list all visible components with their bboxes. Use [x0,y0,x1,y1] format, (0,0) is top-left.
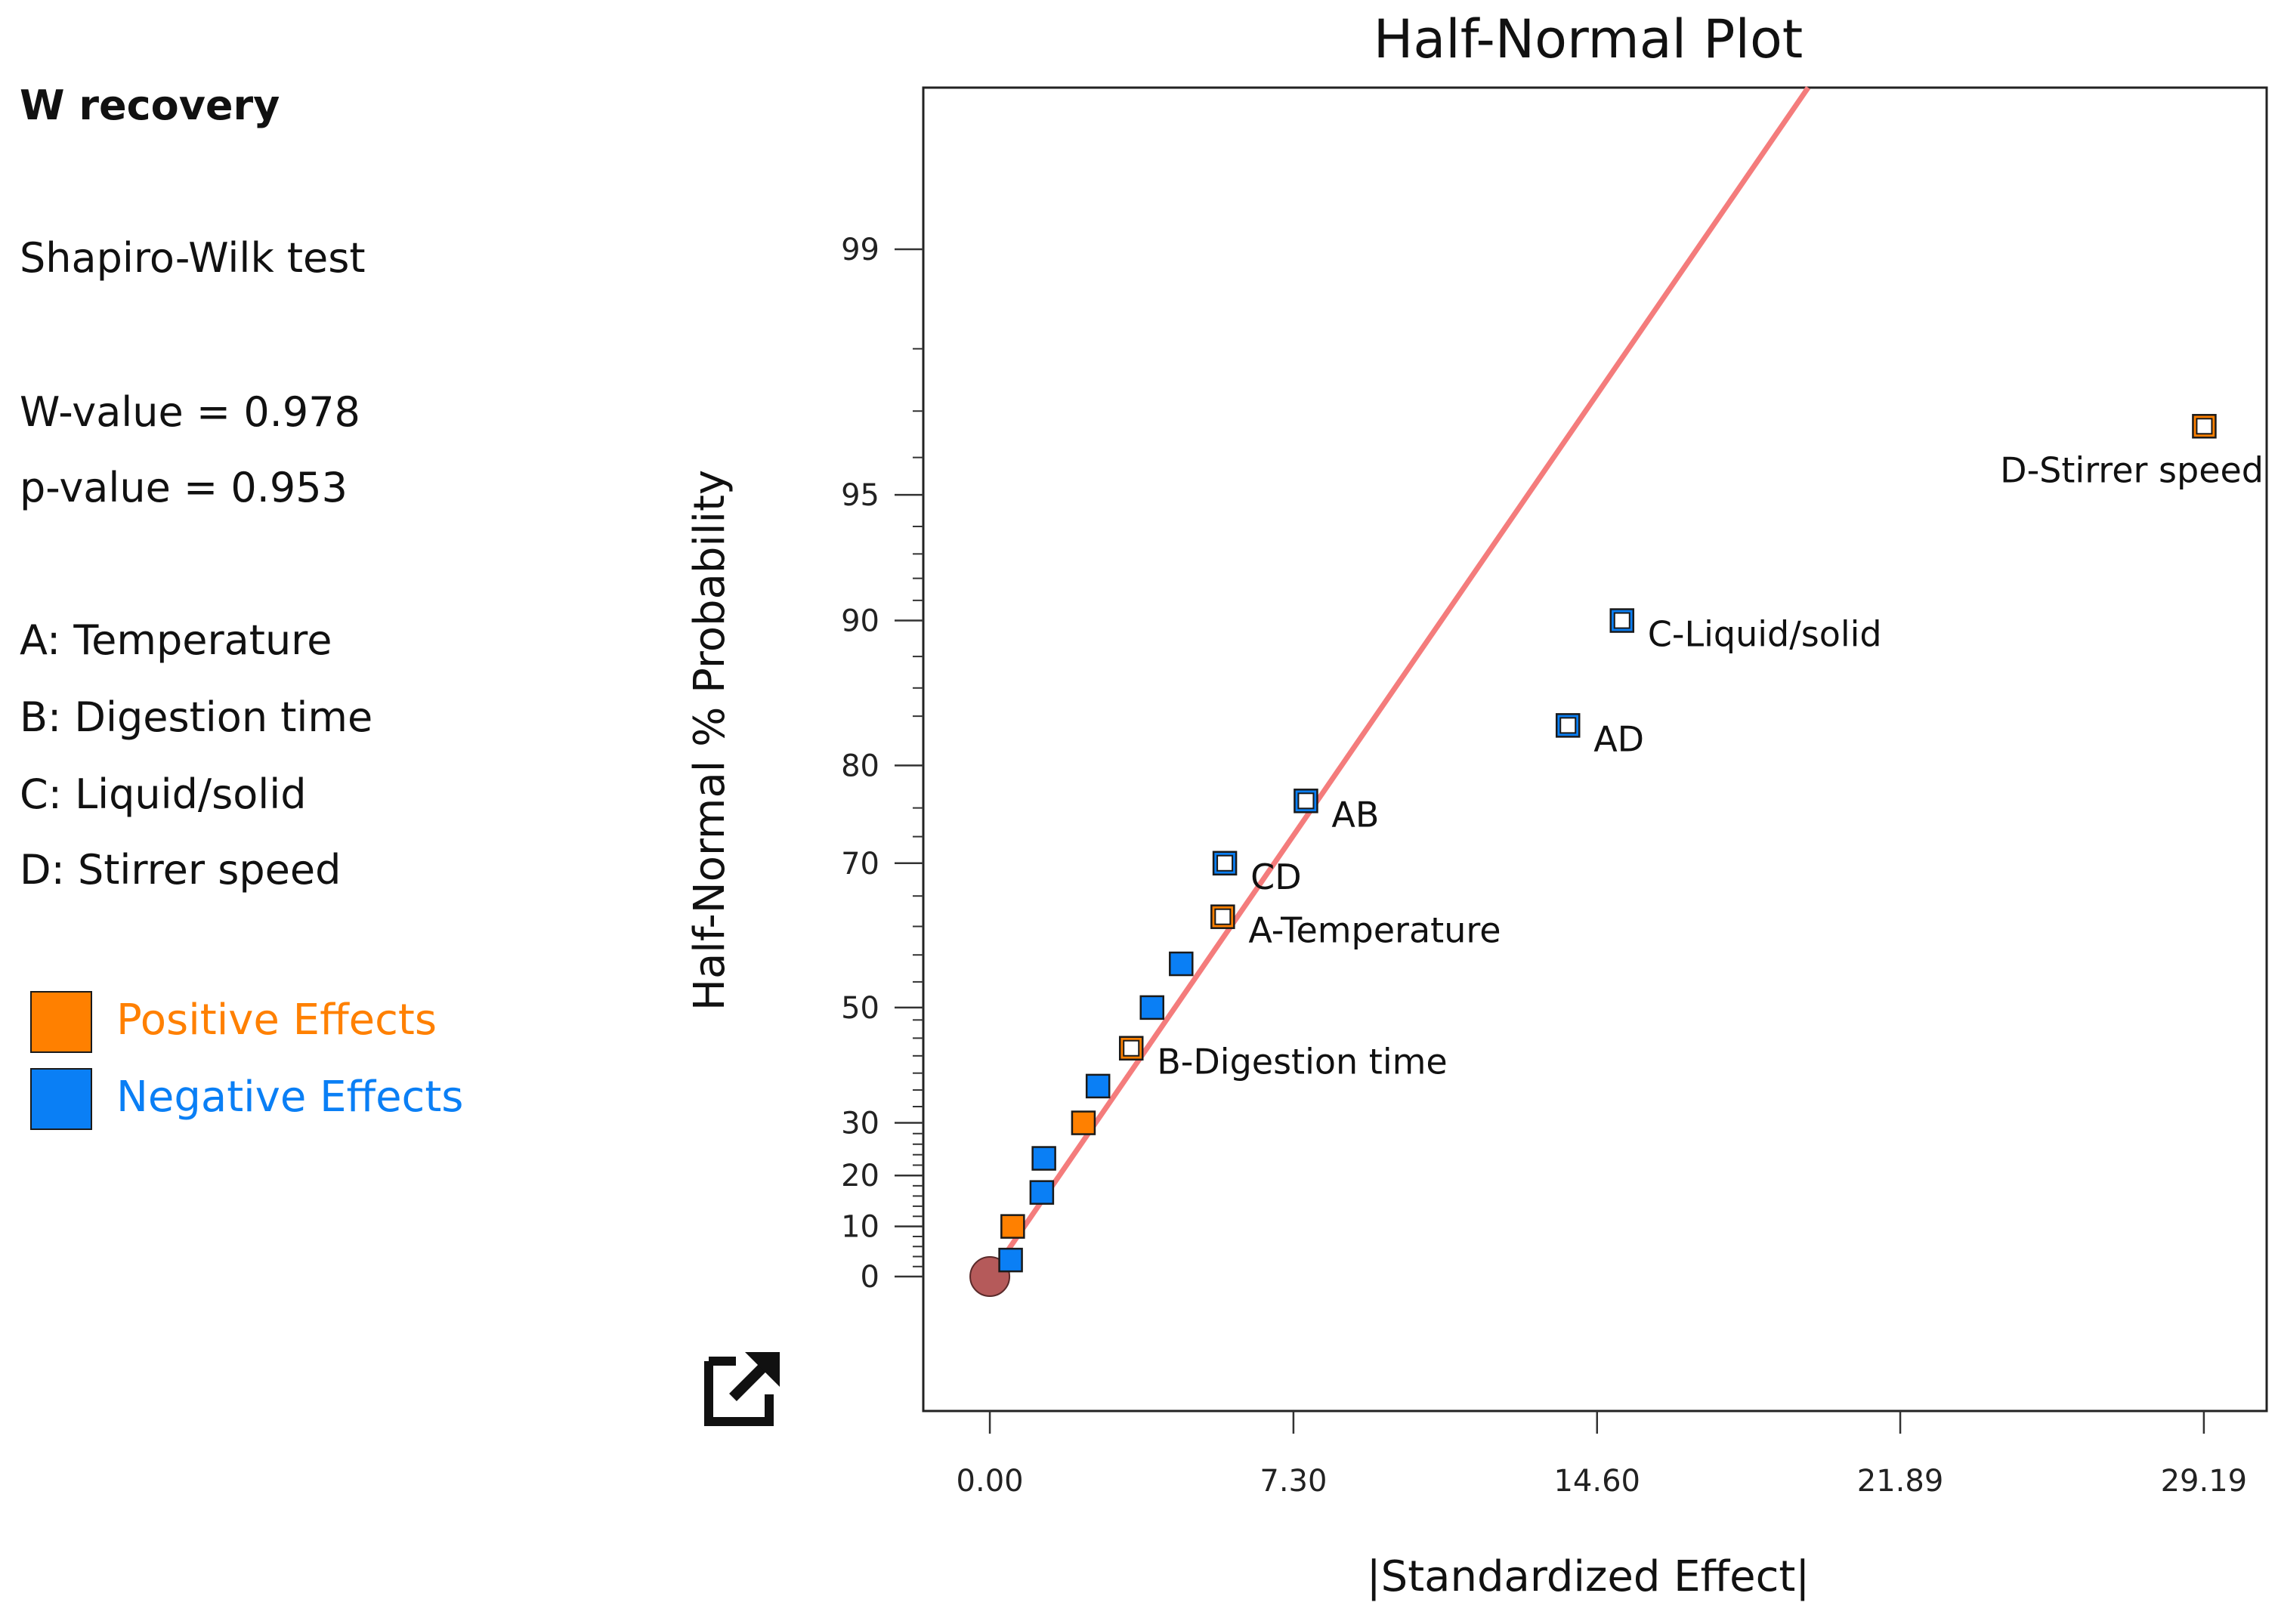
y-tick-label: 10 [841,1210,879,1245]
y-tick-label: 70 [841,847,879,881]
x-tick-label: 21.89 [1857,1464,1944,1499]
factor-c: C: Liquid/solid [20,770,307,818]
effect-point-negative[interactable] [1029,1180,1055,1205]
x-tick-label: 7.30 [1260,1464,1327,1499]
factor-d: D: Stirrer speed [20,846,342,894]
effect-point-negative[interactable] [1031,1146,1056,1171]
export-icon[interactable] [703,1345,786,1428]
p-value: p-value = 0.953 [20,464,348,511]
effect-point-negative[interactable] [998,1247,1023,1273]
effect-point-label: A-Temperature [1248,910,1501,951]
factor-b: B: Digestion time [20,693,373,741]
effect-point-highlight [1216,854,1234,872]
legend-negative-swatch [30,1068,92,1130]
test-name: Shapiro-Wilk test [20,234,366,282]
effect-point-label: AB [1331,794,1379,835]
x-tick-label: 14.60 [1553,1464,1640,1499]
legend-negative-label: Negative Effects [116,1073,464,1122]
side-panel: W recovery Shapiro-Wilk test W-value = 0… [0,0,665,1624]
factor-a: A: Temperature [20,616,332,664]
x-tick-label: 0.00 [957,1464,1024,1499]
chart-title: Half-Normal Plot [1374,8,1804,70]
effect-point-negative[interactable] [1169,951,1194,977]
w-value: W-value = 0.978 [20,388,360,436]
reference-line [988,86,1811,1278]
effect-point-highlight [1613,612,1630,629]
y-tick-label: 30 [841,1107,879,1141]
effect-point-highlight [1559,717,1577,734]
x-axis-label: |Standardized Effect| [1367,1552,1810,1601]
effect-point-negative[interactable] [1085,1073,1111,1099]
x-axis: 0.00 7.30 14.60 21.89 29.19 [957,1411,2248,1499]
effect-point-label: B-Digestion time [1157,1042,1448,1082]
x-tick-label: 29.19 [2161,1464,2248,1499]
y-tick-label: 99 [841,233,879,267]
legend-positive-label: Positive Effects [116,996,437,1045]
effect-point-highlight [1297,792,1315,810]
reference-line-group [969,86,1811,1297]
effect-point-highlight [1214,908,1232,925]
legend-positive-swatch [30,991,92,1053]
plot-frame [922,86,2268,1413]
effect-point-label: CD [1250,857,1302,897]
y-tick-label: 80 [841,749,879,783]
response-title: W recovery [20,82,280,129]
effect-point-negative[interactable] [1139,995,1165,1020]
legend-positive: Positive Effects [30,991,559,1056]
effect-point-label: AD [1593,718,1644,759]
effect-point-positive[interactable] [1000,1214,1025,1239]
effect-point-label: C-Liquid/solid [1648,614,1882,655]
effect-point-positive[interactable] [1071,1110,1096,1135]
legend-negative: Negative Effects [30,1068,559,1133]
y-tick-label: 20 [841,1159,879,1193]
y-tick-label: 95 [841,478,879,513]
y-tick-label: 0 [861,1260,879,1295]
y-axis-label: Half-Normal % Probability [685,470,734,1011]
effect-point-highlight [1123,1039,1140,1057]
effect-point-label: D-Stirrer speed [2000,449,2264,490]
y-tick-label: 50 [841,991,879,1026]
y-tick-label: 90 [841,604,879,639]
y-axis: 0 10 20 30 50 70 80 90 95 99 [841,233,923,1295]
effect-point-highlight [2196,418,2213,435]
points-group: B-Digestion time A-Temperature CD AB AD C-Liq… [998,414,2264,1273]
